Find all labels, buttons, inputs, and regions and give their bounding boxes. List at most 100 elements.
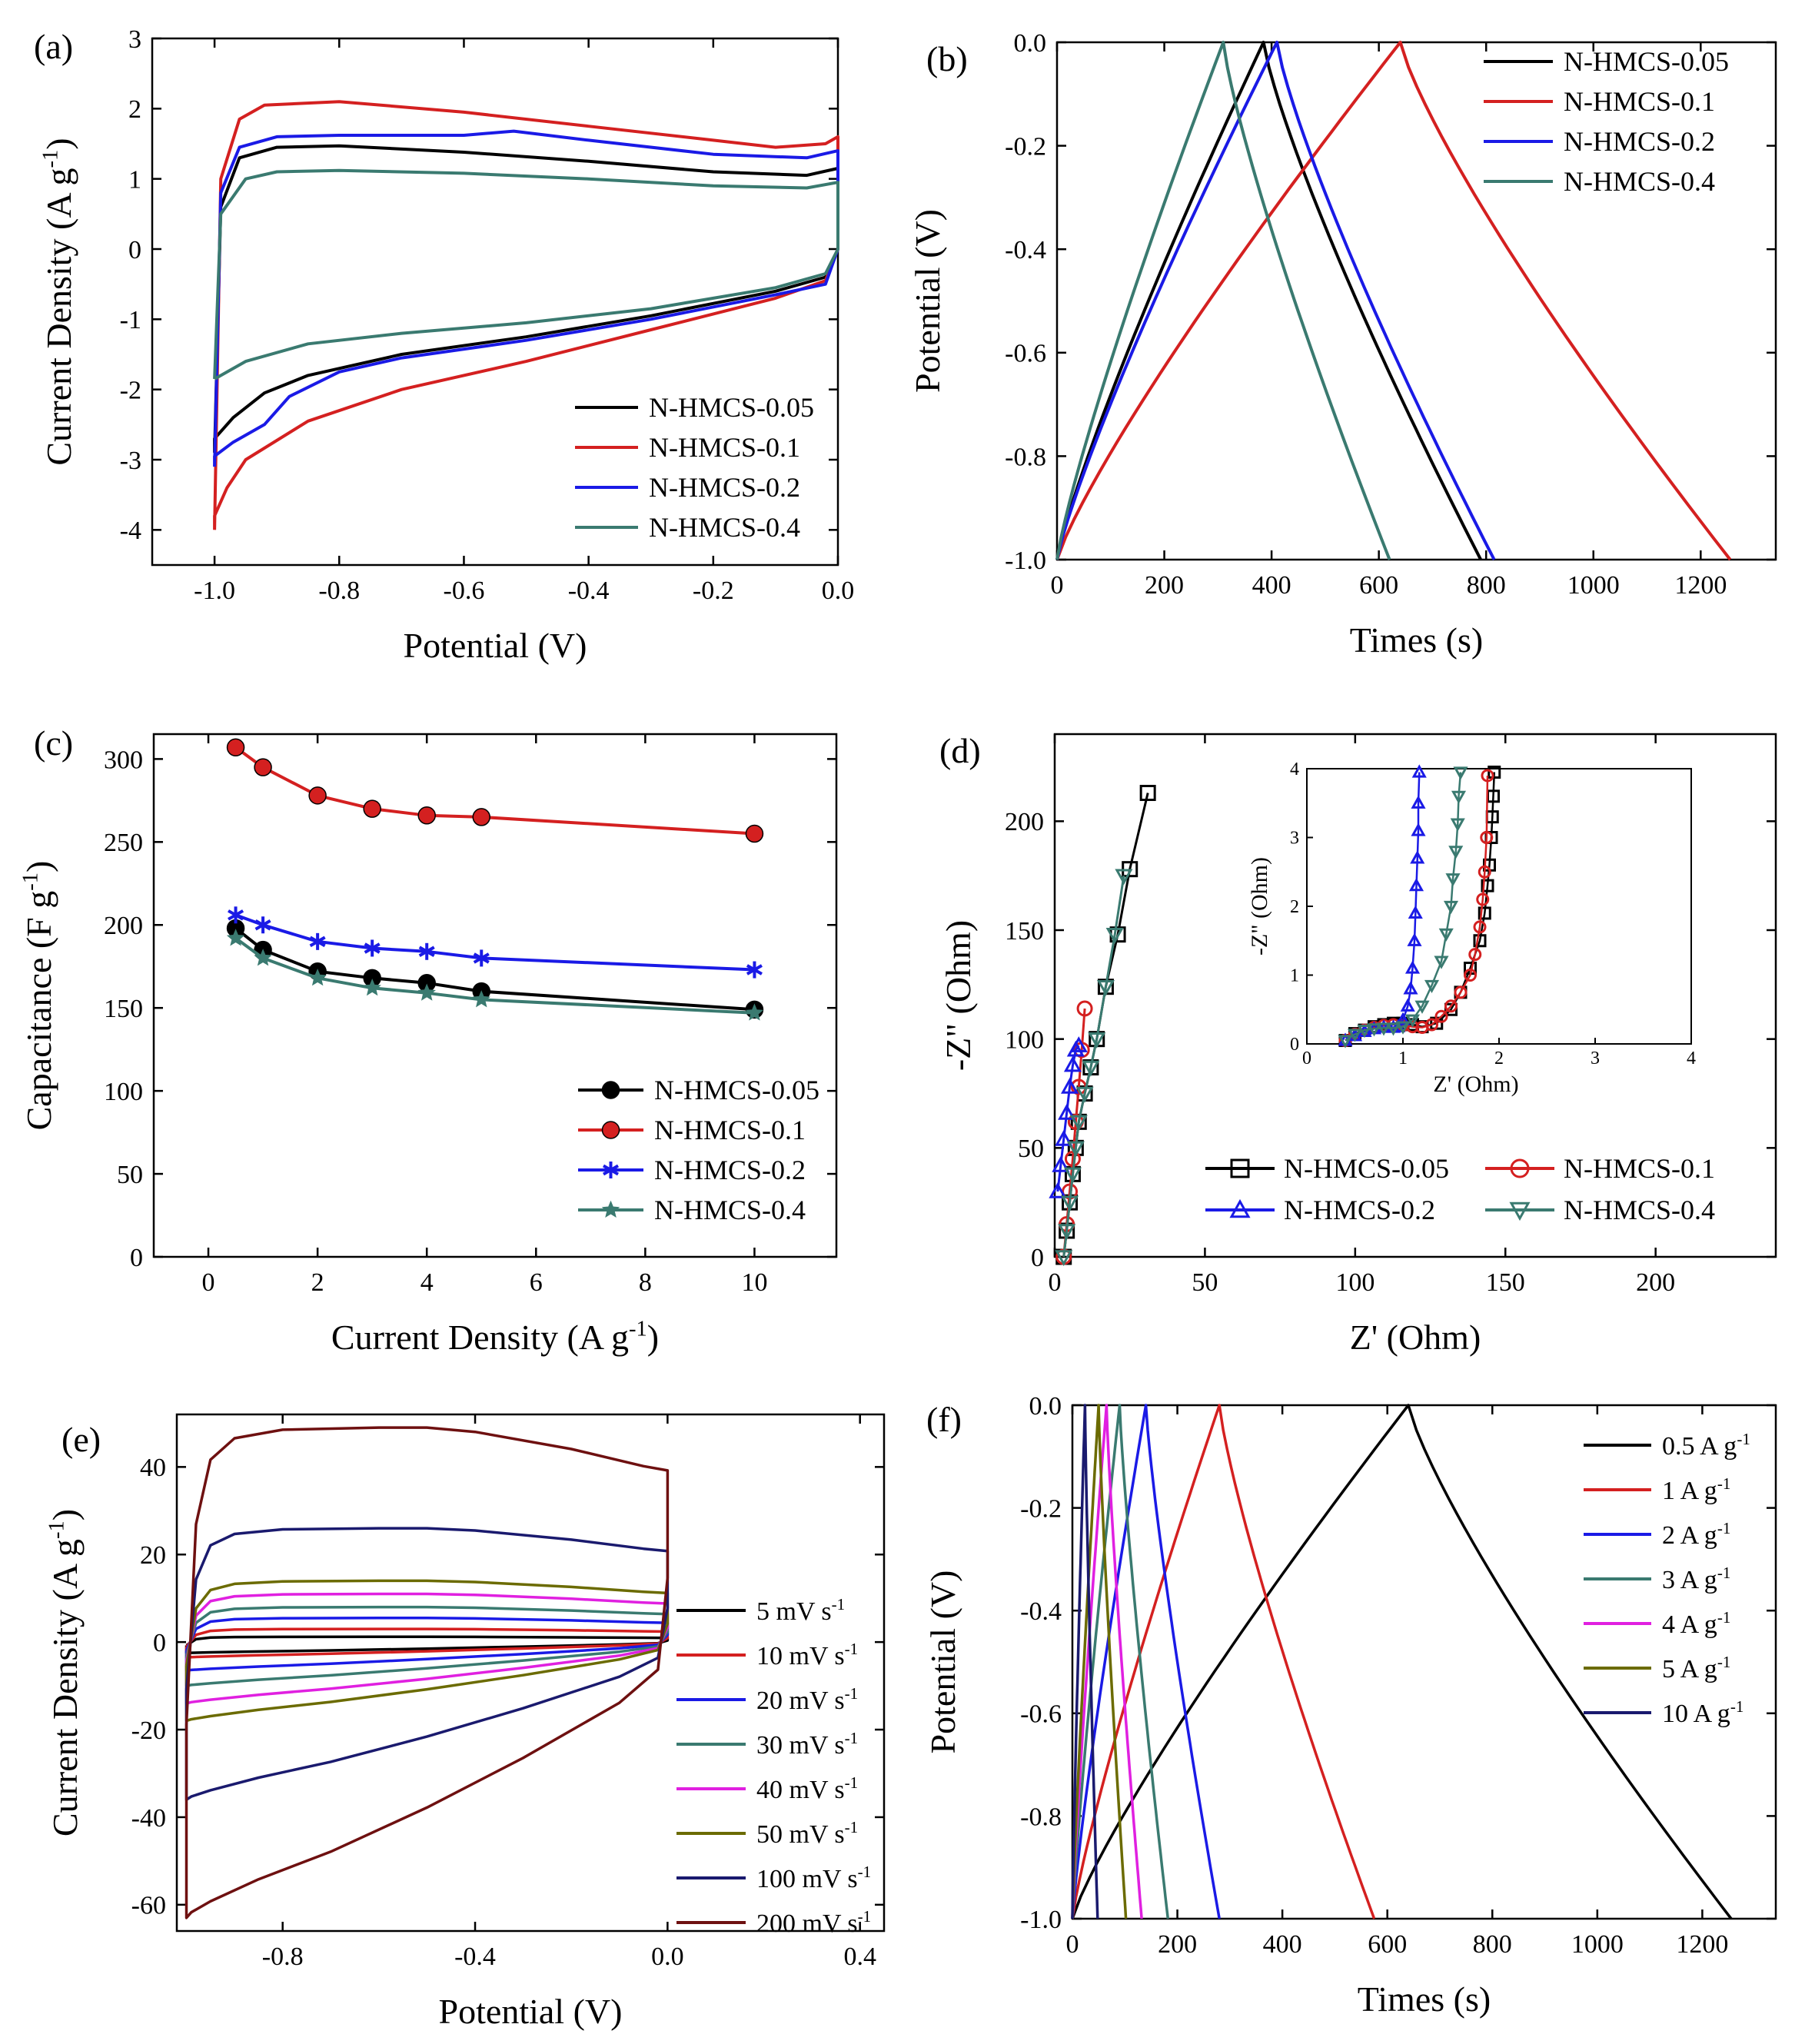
x-tick-label: 8 bbox=[639, 1268, 652, 1297]
superscript: -1 bbox=[1730, 1697, 1744, 1716]
text-run: 0 bbox=[202, 1268, 215, 1297]
cv-curve bbox=[213, 168, 839, 381]
legend-label: 40 mV s-1 bbox=[756, 1773, 858, 1804]
data-point bbox=[417, 806, 436, 825]
legend-label: N-HMCS-0.1 bbox=[649, 432, 800, 463]
y-tick-label: 0 bbox=[128, 236, 141, 264]
asterisk-stroke bbox=[228, 909, 244, 921]
legend-label: N-HMCS-0.05 bbox=[1284, 1153, 1449, 1184]
data-point bbox=[1055, 1250, 1073, 1267]
text-run: N-HMCS-0.4 bbox=[649, 512, 800, 543]
x-tick-label: 4 bbox=[421, 1268, 434, 1297]
y-tick-label: -40 bbox=[131, 1804, 166, 1833]
y-axis-label: Capacitance (F g-1) bbox=[19, 861, 58, 1131]
inset-data-point bbox=[1434, 1009, 1448, 1023]
text-run: -0.6 bbox=[444, 577, 485, 605]
text-run: -0.2 bbox=[1020, 1495, 1062, 1524]
chart-f: 0 200 400 600 800 1000 1200 -1.0 -0.8 -0.6 -0.4 -0.… bbox=[923, 1392, 1777, 2019]
text-run: 40 bbox=[140, 1454, 166, 1482]
x-axis-label: Z' (Ohm) bbox=[1350, 1318, 1481, 1357]
y-tick-label: -60 bbox=[131, 1892, 166, 1920]
text-run: 4 bbox=[1290, 759, 1299, 779]
x-tick-label: 6 bbox=[530, 1268, 543, 1297]
text-run: 50 bbox=[1192, 1268, 1218, 1297]
text-run: 100 mV s bbox=[756, 1865, 858, 1893]
y-tick-label: 0 bbox=[1031, 1244, 1044, 1272]
text-run: 1 bbox=[1398, 1049, 1408, 1069]
legend-label: N-HMCS-0.05 bbox=[649, 392, 814, 423]
chart-b: 0 200 400 600 800 1000 1200 -1.0 -0.8 -0.6 -0.4 -0.… bbox=[908, 29, 1777, 660]
inset-data-point bbox=[1478, 865, 1491, 879]
text-run: 0 bbox=[1066, 1930, 1079, 1959]
text-run: 400 bbox=[1263, 1930, 1302, 1959]
text-run: 800 bbox=[1473, 1930, 1512, 1959]
text-run: -0.8 bbox=[262, 1943, 304, 1971]
plot-frame bbox=[175, 1413, 886, 1933]
legend-marker bbox=[602, 1162, 620, 1178]
legend-label: N-HMCS-0.2 bbox=[649, 472, 800, 503]
inset-data-point bbox=[1476, 892, 1490, 906]
panel-label: (f) bbox=[926, 1400, 962, 1439]
text-run: -0.4 bbox=[1005, 236, 1046, 264]
text-run: 2 bbox=[1494, 1049, 1504, 1069]
inset-data-point bbox=[1414, 1000, 1430, 1014]
inset-y-tick-label: 0 bbox=[1290, 1035, 1299, 1055]
text-run: 0.0 bbox=[1029, 1392, 1062, 1421]
plot-frame bbox=[1071, 1404, 1777, 1920]
y-tick-label: -0.6 bbox=[1020, 1700, 1062, 1729]
text-run: 0.4 bbox=[843, 1943, 876, 1971]
superscript: -1 bbox=[1717, 1519, 1731, 1537]
inset-data-point bbox=[1408, 878, 1424, 892]
text-run: N-HMCS-0.1 bbox=[1564, 1153, 1715, 1184]
text-run: 1000 bbox=[1567, 571, 1620, 600]
legend-label: 100 mV s-1 bbox=[756, 1863, 871, 1893]
panel-label: (c) bbox=[34, 723, 73, 763]
x-tick-label: 0 bbox=[1066, 1930, 1079, 1959]
data-point bbox=[226, 738, 245, 757]
data-point bbox=[1058, 1224, 1076, 1241]
text-run: 600 bbox=[1359, 571, 1398, 600]
y-tick-label: 50 bbox=[117, 1161, 143, 1189]
text-run: ) bbox=[19, 861, 58, 872]
asterisk-stroke bbox=[418, 946, 435, 958]
panel-label: (b) bbox=[926, 39, 968, 78]
gcd-curve bbox=[1071, 1404, 1733, 1920]
plot-frame bbox=[1053, 733, 1777, 1258]
text-run: 1200 bbox=[1676, 1930, 1728, 1959]
text-run: 0 bbox=[1051, 571, 1064, 600]
x-tick-label: 1200 bbox=[1674, 571, 1727, 600]
text-run: 0.5 A g bbox=[1662, 1432, 1737, 1461]
text-run: N-HMCS-0.2 bbox=[1284, 1195, 1435, 1225]
y-tick-label: -1 bbox=[120, 306, 141, 334]
text-run: Potential (V) bbox=[404, 626, 587, 665]
y-tick-label: -0.2 bbox=[1020, 1495, 1062, 1524]
x-tick-label: -1.0 bbox=[194, 577, 235, 605]
inset-x-tick-label: 2 bbox=[1494, 1049, 1504, 1069]
inset-data-point bbox=[1481, 769, 1494, 783]
text-run: 6 bbox=[530, 1268, 543, 1297]
inset-data-point bbox=[1481, 879, 1494, 892]
y-axis-label: Current Density (A g-1) bbox=[39, 138, 78, 465]
panel-label: (e) bbox=[61, 1420, 101, 1459]
text-run: N-HMCS-0.2 bbox=[1564, 126, 1715, 157]
x-tick-label: -0.8 bbox=[262, 1943, 304, 1971]
text-run: Current Density (A g bbox=[45, 1539, 85, 1836]
text-run: -3 bbox=[120, 447, 141, 475]
inset-y-tick-label: 2 bbox=[1290, 897, 1299, 917]
text-run: 2 bbox=[128, 95, 141, 124]
y-tick-label: 200 bbox=[1005, 808, 1044, 836]
x-tick-label: 400 bbox=[1263, 1930, 1302, 1959]
legend-label: N-HMCS-0.4 bbox=[654, 1195, 806, 1225]
y-tick-label: -0.8 bbox=[1005, 443, 1046, 471]
inset-data-point bbox=[1453, 766, 1468, 780]
text-run: 50 bbox=[1018, 1135, 1044, 1163]
legend-marker bbox=[1230, 1158, 1250, 1178]
data-point bbox=[363, 978, 381, 996]
text-run: N-HMCS-0.2 bbox=[654, 1155, 806, 1185]
inset-data-point bbox=[1434, 956, 1449, 969]
inset-x-axis-label: Z' (Ohm) bbox=[1433, 1072, 1518, 1097]
y-tick-label: 250 bbox=[104, 829, 143, 857]
text-run: Potential (V) bbox=[439, 1992, 623, 2031]
data-point bbox=[1049, 1182, 1067, 1198]
y-tick-label: 3 bbox=[128, 25, 141, 54]
